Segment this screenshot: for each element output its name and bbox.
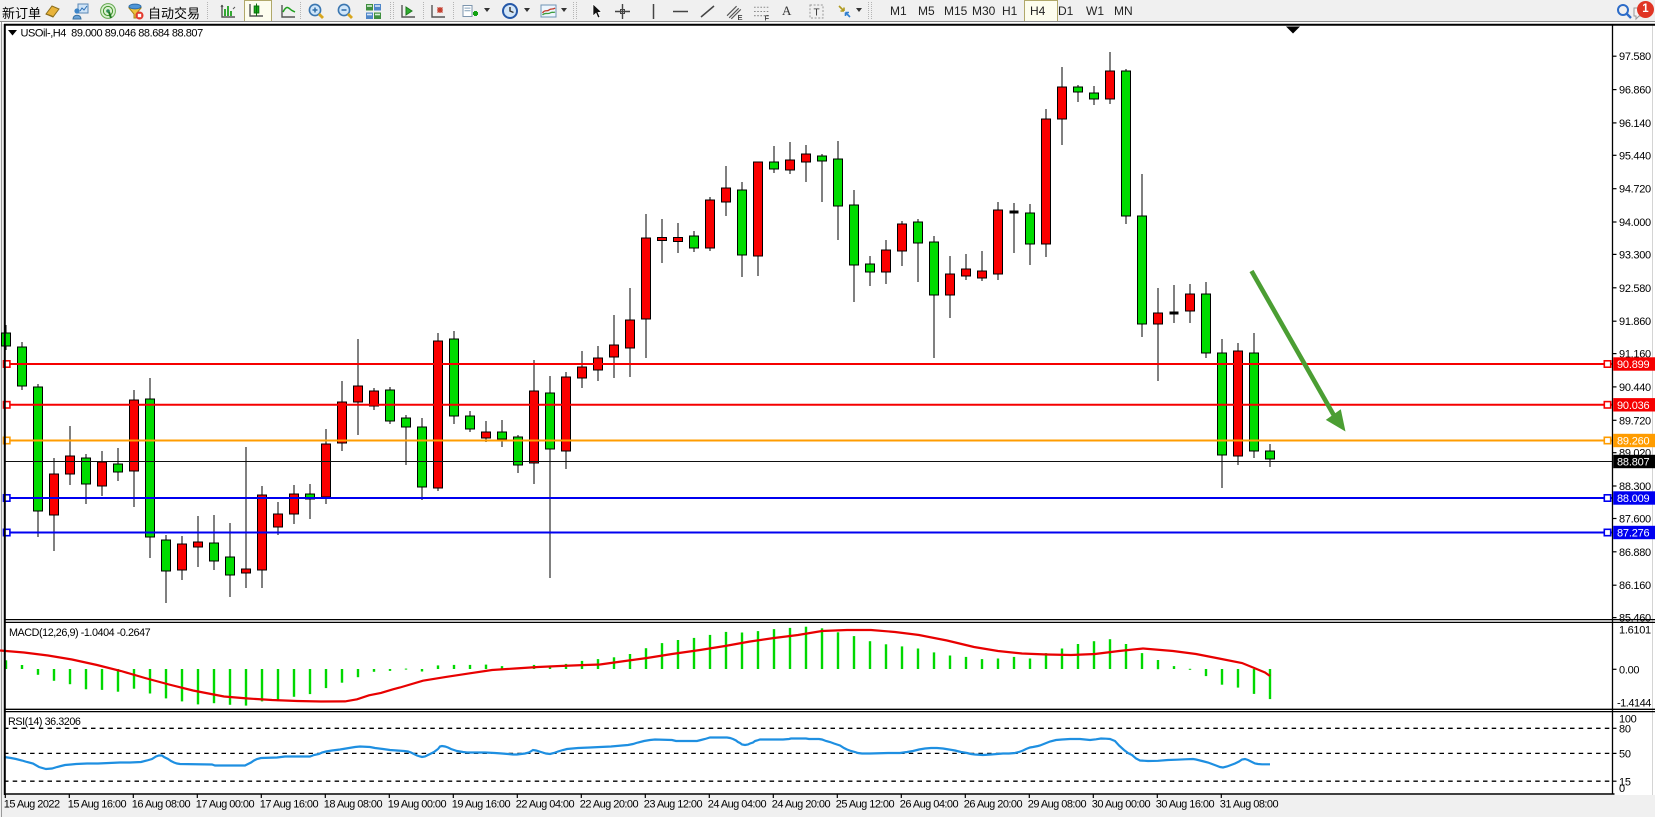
svg-text:96.860: 96.860 <box>1619 85 1651 97</box>
svg-text:-1.4144: -1.4144 <box>1617 698 1651 710</box>
svg-text:22 Aug 20:00: 22 Aug 20:00 <box>580 799 639 811</box>
svg-text:100: 100 <box>1619 713 1637 725</box>
svg-text:97.580: 97.580 <box>1619 51 1651 63</box>
svg-text:85.460: 85.460 <box>1619 613 1651 625</box>
svg-text:26 Aug 04:00: 26 Aug 04:00 <box>900 799 959 811</box>
svg-text:90.899: 90.899 <box>1617 359 1650 371</box>
svg-text:89.260: 89.260 <box>1617 436 1650 448</box>
svg-text:93.300: 93.300 <box>1619 249 1651 261</box>
svg-text:F: F <box>765 13 770 21</box>
svg-text:91.860: 91.860 <box>1619 316 1651 328</box>
svg-text:89.720: 89.720 <box>1619 415 1651 427</box>
svg-text:17 Aug 00:00: 17 Aug 00:00 <box>196 799 255 811</box>
svg-text:88.807: 88.807 <box>1617 457 1650 469</box>
svg-text:94.720: 94.720 <box>1619 184 1651 196</box>
svg-text:94.000: 94.000 <box>1619 217 1651 229</box>
svg-text:17 Aug 16:00: 17 Aug 16:00 <box>260 799 319 811</box>
svg-text:92.580: 92.580 <box>1619 283 1651 295</box>
svg-text:15 Aug 16:00: 15 Aug 16:00 <box>68 799 127 811</box>
svg-text:22 Aug 04:00: 22 Aug 04:00 <box>516 799 575 811</box>
svg-text:19 Aug 00:00: 19 Aug 00:00 <box>388 799 447 811</box>
svg-text:87.600: 87.600 <box>1619 514 1651 526</box>
svg-text:26 Aug 20:00: 26 Aug 20:00 <box>964 799 1023 811</box>
svg-text:0.00: 0.00 <box>1619 664 1639 676</box>
svg-text:16 Aug 08:00: 16 Aug 08:00 <box>132 799 191 811</box>
svg-text:24 Aug 20:00: 24 Aug 20:00 <box>772 799 831 811</box>
svg-text:19 Aug 16:00: 19 Aug 16:00 <box>452 799 511 811</box>
svg-text:96.140: 96.140 <box>1619 118 1651 130</box>
svg-text:MACD(12,26,9) -1.0404 -0.2647: MACD(12,26,9) -1.0404 -0.2647 <box>9 627 151 639</box>
svg-text:86.880: 86.880 <box>1619 547 1651 559</box>
svg-text:RSI(14) 36.3206: RSI(14) 36.3206 <box>8 716 81 728</box>
svg-text:23 Aug 12:00: 23 Aug 12:00 <box>644 799 703 811</box>
svg-text:50: 50 <box>1619 749 1631 761</box>
svg-text:29 Aug 08:00: 29 Aug 08:00 <box>1028 799 1087 811</box>
svg-text:88.009: 88.009 <box>1617 493 1650 505</box>
svg-text:USOil-,H4 89.000 89.046 88.68: USOil-,H4 89.000 89.046 88.684 88.807 <box>21 28 204 40</box>
svg-text:15 Aug 2022: 15 Aug 2022 <box>4 799 60 811</box>
svg-text:1.6101: 1.6101 <box>1619 625 1651 637</box>
svg-text:30 Aug 00:00: 30 Aug 00:00 <box>1092 799 1151 811</box>
svg-text:90.036: 90.036 <box>1617 400 1650 412</box>
svg-text:87.276: 87.276 <box>1617 528 1650 540</box>
svg-text:88.300: 88.300 <box>1619 481 1651 493</box>
svg-text:86.160: 86.160 <box>1619 580 1651 592</box>
svg-text:25 Aug 12:00: 25 Aug 12:00 <box>836 799 895 811</box>
svg-text:18 Aug 08:00: 18 Aug 08:00 <box>324 799 383 811</box>
svg-text:24 Aug 04:00: 24 Aug 04:00 <box>708 799 767 811</box>
svg-text:31 Aug 08:00: 31 Aug 08:00 <box>1220 799 1279 811</box>
svg-text:E: E <box>738 13 743 21</box>
svg-text:0: 0 <box>1619 783 1625 795</box>
svg-text:95.440: 95.440 <box>1619 150 1651 162</box>
svg-text:T: T <box>814 8 820 19</box>
svg-text:80: 80 <box>1619 724 1631 736</box>
svg-text:30 Aug 16:00: 30 Aug 16:00 <box>1156 799 1215 811</box>
svg-text:90.440: 90.440 <box>1619 382 1651 394</box>
svg-text:15: 15 <box>1619 776 1631 788</box>
